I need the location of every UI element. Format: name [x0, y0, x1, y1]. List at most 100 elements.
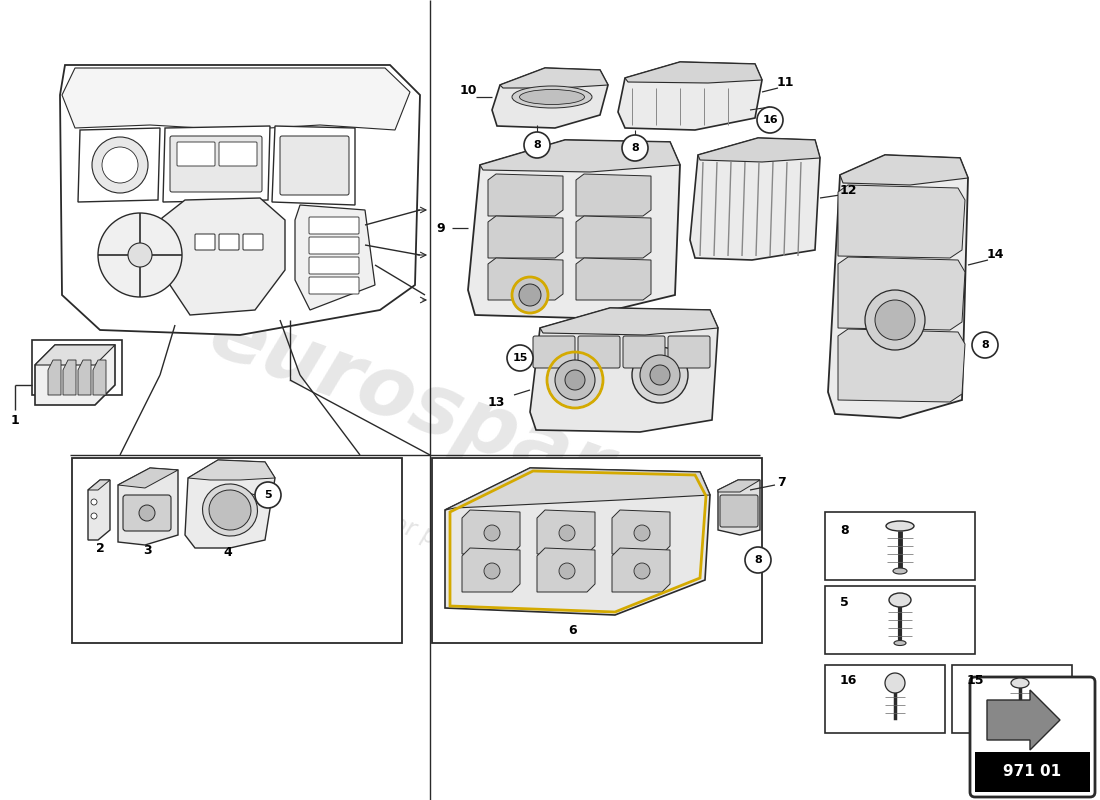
Polygon shape	[576, 258, 651, 300]
Polygon shape	[718, 480, 760, 535]
FancyBboxPatch shape	[309, 217, 359, 234]
Circle shape	[621, 135, 648, 161]
Bar	[952, 665, 1072, 733]
Polygon shape	[838, 329, 965, 402]
Circle shape	[128, 243, 152, 267]
Circle shape	[865, 290, 925, 350]
Text: 16: 16	[840, 674, 857, 686]
Ellipse shape	[893, 568, 907, 574]
Text: 5: 5	[264, 490, 272, 500]
Polygon shape	[35, 345, 116, 365]
FancyBboxPatch shape	[243, 234, 263, 250]
FancyBboxPatch shape	[970, 677, 1094, 797]
Circle shape	[886, 673, 905, 693]
Polygon shape	[185, 460, 275, 548]
Polygon shape	[446, 468, 710, 510]
Ellipse shape	[202, 484, 257, 536]
Text: 10: 10	[460, 83, 476, 97]
Text: 8: 8	[534, 140, 541, 150]
Polygon shape	[488, 258, 563, 300]
Circle shape	[547, 352, 603, 408]
Ellipse shape	[894, 641, 906, 646]
Circle shape	[632, 347, 688, 403]
Polygon shape	[88, 480, 110, 540]
Polygon shape	[987, 690, 1060, 750]
Polygon shape	[163, 126, 270, 202]
Ellipse shape	[512, 86, 592, 108]
Polygon shape	[94, 360, 106, 395]
Text: 15: 15	[967, 674, 984, 686]
Text: 15: 15	[513, 353, 528, 363]
Polygon shape	[118, 468, 178, 488]
Bar	[825, 665, 945, 733]
Polygon shape	[612, 548, 670, 592]
Text: 4: 4	[223, 546, 232, 559]
Text: 1: 1	[11, 414, 20, 426]
FancyBboxPatch shape	[219, 142, 257, 166]
Text: 13: 13	[487, 397, 505, 410]
Polygon shape	[500, 68, 608, 88]
Polygon shape	[88, 480, 110, 490]
Polygon shape	[838, 185, 965, 258]
Text: 11: 11	[777, 77, 794, 90]
Polygon shape	[690, 138, 820, 260]
Polygon shape	[480, 140, 680, 172]
Polygon shape	[530, 308, 718, 432]
FancyBboxPatch shape	[309, 257, 359, 274]
Text: eurospares: eurospares	[198, 292, 722, 548]
Polygon shape	[625, 62, 762, 83]
Circle shape	[91, 499, 97, 505]
Polygon shape	[188, 460, 275, 480]
Bar	[975, 752, 1090, 792]
Polygon shape	[295, 205, 375, 310]
Bar	[72, 458, 402, 643]
Circle shape	[519, 284, 541, 306]
FancyBboxPatch shape	[123, 495, 170, 531]
Circle shape	[102, 147, 138, 183]
Ellipse shape	[1011, 678, 1028, 688]
Circle shape	[640, 355, 680, 395]
Polygon shape	[718, 480, 760, 492]
Polygon shape	[118, 468, 178, 545]
Ellipse shape	[886, 521, 914, 531]
Text: 8: 8	[755, 555, 762, 565]
Circle shape	[634, 563, 650, 579]
Polygon shape	[62, 68, 410, 130]
Polygon shape	[488, 174, 563, 216]
Text: 9: 9	[437, 222, 446, 234]
FancyBboxPatch shape	[280, 136, 349, 195]
Polygon shape	[540, 308, 718, 335]
Circle shape	[757, 107, 783, 133]
Ellipse shape	[889, 593, 911, 607]
Circle shape	[745, 547, 771, 573]
Text: 7: 7	[778, 477, 786, 490]
Polygon shape	[488, 216, 563, 258]
Text: 971 01: 971 01	[1003, 765, 1062, 779]
Polygon shape	[446, 468, 710, 615]
FancyBboxPatch shape	[578, 336, 620, 368]
Polygon shape	[576, 216, 651, 258]
Circle shape	[874, 300, 915, 340]
Polygon shape	[698, 138, 820, 162]
Circle shape	[524, 132, 550, 158]
Polygon shape	[78, 128, 160, 202]
Bar	[32, 340, 122, 395]
Polygon shape	[63, 360, 76, 395]
Circle shape	[559, 563, 575, 579]
Circle shape	[559, 525, 575, 541]
FancyBboxPatch shape	[623, 336, 666, 368]
Bar	[825, 512, 975, 580]
Text: 2: 2	[96, 542, 104, 554]
Polygon shape	[468, 140, 680, 318]
Polygon shape	[840, 155, 968, 185]
FancyBboxPatch shape	[668, 336, 710, 368]
Circle shape	[91, 513, 97, 519]
Polygon shape	[462, 548, 520, 592]
Circle shape	[634, 525, 650, 541]
FancyBboxPatch shape	[534, 336, 575, 368]
Polygon shape	[537, 548, 595, 592]
Circle shape	[484, 525, 500, 541]
Text: a passion for parts since 1985: a passion for parts since 1985	[268, 468, 612, 612]
Circle shape	[556, 360, 595, 400]
Polygon shape	[48, 360, 60, 395]
